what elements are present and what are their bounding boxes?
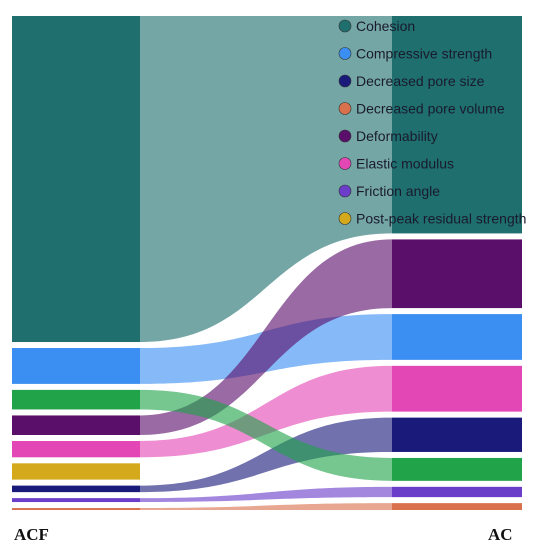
node-acf-decreased-pore-size xyxy=(12,485,140,493)
node-ac-cohesion xyxy=(392,16,522,234)
legend-marker-decreased-pore-size xyxy=(338,74,352,88)
legend-label-decreased-pore-size: Decreased pore size xyxy=(356,73,485,89)
node-layer xyxy=(12,16,522,510)
node-acf-elastic-modulus xyxy=(12,441,140,458)
node-ac-decreased-pore-volume xyxy=(392,503,522,510)
node-acf-deformability xyxy=(12,415,140,436)
legend-label-deformability: Deformability xyxy=(356,128,438,144)
flow-friction-angle xyxy=(140,486,392,503)
legend-marker-deformability xyxy=(338,129,352,143)
legend-label-post-peak-residual-strength: Post-peak residual strength xyxy=(356,211,526,227)
legend-marker-decreased-pore-volume xyxy=(338,102,352,115)
flow-decreased-pore-size xyxy=(140,417,392,493)
legend: Cohesion Compressive strength Decreased po… xyxy=(338,18,526,227)
node-acf-friction-angle xyxy=(12,498,140,503)
legend-label-elastic-modulus: Elastic modulus xyxy=(356,156,454,172)
legend-marker-post-peak-residual-strength xyxy=(338,212,352,225)
node-ac-compressive-strength xyxy=(392,314,522,360)
legend-label-friction-angle: Friction angle xyxy=(356,183,440,199)
legend-label-cohesion: Cohesion xyxy=(356,18,415,34)
node-label-acf: ACF xyxy=(14,525,49,544)
node-acf-compressive-strength xyxy=(12,348,140,384)
node-acf-post-peak-residual-strength xyxy=(12,463,140,480)
flow-decreased-pore-volume xyxy=(140,503,392,510)
node-acf-green xyxy=(12,389,140,410)
node-ac-elastic-modulus xyxy=(392,365,522,412)
legend-label-decreased-pore-volume: Decreased pore volume xyxy=(356,101,505,117)
flow-elastic-modulus xyxy=(140,365,392,458)
flow-green xyxy=(140,389,392,481)
node-label-ac: AC xyxy=(488,525,513,544)
legend-marker-friction-angle xyxy=(338,184,352,198)
node-acf-decreased-pore-volume xyxy=(12,508,140,510)
legend-label-compressive-strength: Compressive strength xyxy=(356,46,492,62)
flow-deformability xyxy=(140,239,392,436)
node-ac-green xyxy=(392,457,522,481)
legend-marker-cohesion xyxy=(338,19,352,33)
node-ac-deformability xyxy=(392,239,522,309)
flow-layer xyxy=(140,16,392,510)
legend-marker-compressive-strength xyxy=(338,47,352,60)
flow-cohesion xyxy=(140,16,392,343)
legend-marker-elastic-modulus xyxy=(338,157,352,170)
node-acf-cohesion xyxy=(12,16,140,343)
node-ac-decreased-pore-size xyxy=(392,417,522,452)
node-ac-friction-angle xyxy=(392,486,522,498)
